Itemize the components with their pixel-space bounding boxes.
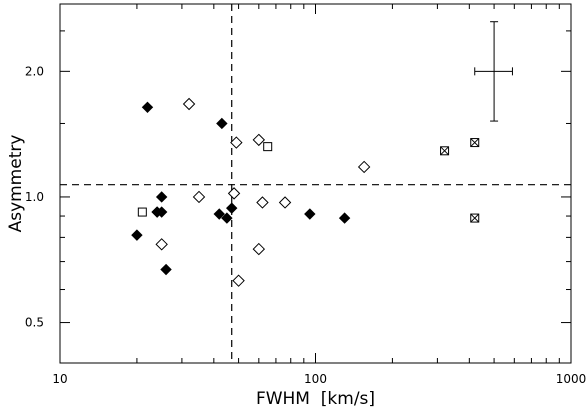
filled-diamond-point — [213, 208, 225, 220]
open-diamond-point — [227, 187, 241, 200]
x-tick-label: 100 — [304, 372, 327, 386]
y-tick-label: 0.5 — [25, 316, 44, 330]
plot-frame — [59, 3, 572, 364]
open-square-point — [263, 142, 273, 152]
open-diamond-point — [192, 190, 206, 204]
open-diamond-point — [182, 97, 196, 111]
x-tick-label: 10 — [52, 372, 67, 386]
reference-lines — [60, 4, 571, 363]
open-square-point — [137, 207, 147, 217]
filled-diamond-point — [160, 263, 172, 276]
open-diamond-point — [252, 242, 266, 256]
open-diamond-point — [256, 196, 269, 209]
y-axis-label: Asymmetry — [6, 135, 26, 233]
filled-diamond-point — [221, 212, 233, 224]
open-diamond-point — [357, 160, 371, 174]
crossed-square-cross — [470, 213, 480, 223]
filled-diamond-point — [131, 229, 143, 241]
open-diamond-point — [155, 238, 168, 251]
filled-diamond-point — [338, 212, 351, 224]
filled-diamond-point — [151, 206, 163, 218]
x-axis-label: FWHM [km/s] — [256, 389, 375, 409]
crossed-square-point — [470, 213, 480, 223]
y-tick-labels: 0.5 1.0 2.0 — [25, 64, 44, 329]
filled-diamond-point — [304, 208, 316, 220]
crossed-square-point — [470, 138, 480, 148]
y-tick-label: 2.0 — [25, 64, 44, 78]
y-tick-label: 1.0 — [25, 190, 44, 204]
filled-diamond-point — [141, 101, 154, 114]
crossed-square-cross — [470, 138, 480, 147]
filled-diamond-point — [216, 117, 228, 130]
crossed-square-cross — [440, 146, 449, 156]
x-tick-labels: 10 100 1000 — [52, 372, 586, 386]
crossed-square-point — [440, 146, 450, 156]
x-tick-label: 1000 — [556, 372, 586, 386]
open-diamond-point — [278, 196, 292, 209]
open-diamond-point — [252, 133, 266, 147]
data-points — [131, 97, 480, 287]
open-diamond-point — [232, 274, 245, 287]
error-bar — [474, 21, 513, 122]
filled-diamond-point — [155, 191, 168, 203]
filled-diamond-point — [226, 202, 238, 214]
open-diamond-point — [230, 136, 243, 149]
